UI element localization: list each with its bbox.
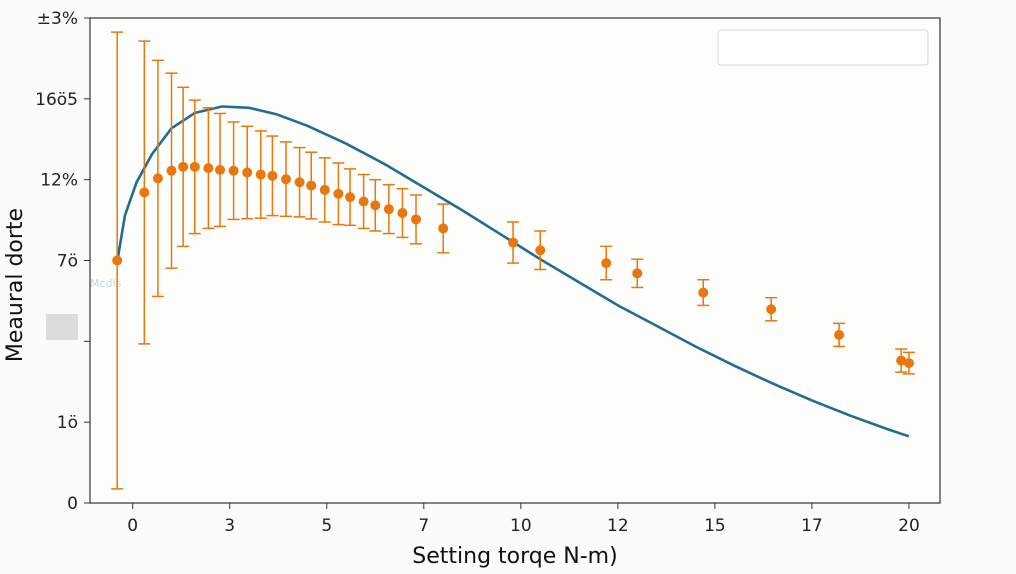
data-point: [189, 161, 200, 172]
ylabel-highlight-box: [46, 314, 78, 340]
data-point: [333, 188, 344, 199]
data-point: [632, 268, 643, 279]
data-point: [397, 208, 408, 219]
data-point: [411, 214, 422, 225]
x-tick-label: 20: [898, 516, 920, 536]
data-point: [358, 196, 369, 207]
data-point: [152, 173, 163, 184]
legend-box: [717, 29, 929, 66]
data-point: [228, 165, 239, 176]
x-tick-label: 5: [321, 516, 332, 536]
y-tick-label: 16ö5: [35, 90, 78, 110]
data-point: [508, 237, 519, 248]
x-tick-label: 15: [704, 516, 726, 536]
data-point: [896, 355, 907, 366]
data-point: [281, 174, 292, 185]
x-tick-label: 0: [127, 516, 138, 536]
data-point: [438, 223, 449, 234]
y-tick-label: ±3%: [37, 9, 78, 29]
x-tick-label: 3: [224, 516, 235, 536]
data-point: [306, 180, 317, 191]
data-point: [319, 184, 330, 195]
fit-line: [115, 105, 910, 438]
data-point: [698, 287, 709, 298]
data-point: [383, 204, 394, 215]
x-tick-label: 17: [801, 516, 823, 536]
y-ticks: 0 1ö 7ö 12% 16ö5 ±3%: [35, 9, 90, 514]
x-tick-label: 10: [510, 516, 532, 536]
y-tick-label: 12%: [40, 171, 78, 191]
data-point: [267, 170, 278, 181]
data-point: [535, 245, 546, 256]
data-point: [370, 200, 381, 211]
data-point: [139, 187, 150, 198]
x-axis-title: Setting torqe N-m): [412, 544, 617, 569]
y-tick-label: 0: [67, 494, 78, 514]
data-point: [294, 177, 305, 188]
y-tick-label: 1ö: [57, 413, 78, 433]
data-point: [112, 255, 123, 266]
data-point: [242, 167, 253, 178]
x-tick-label: 7: [418, 516, 429, 536]
y-axis-title: Meaural dorte: [3, 208, 28, 362]
data-point: [601, 258, 612, 269]
points-layer: [112, 161, 914, 369]
data-point: [834, 329, 845, 340]
y-tick-label: 7ö: [57, 252, 78, 272]
data-point: [215, 164, 226, 175]
data-point: [166, 165, 177, 176]
data-point: [345, 192, 356, 203]
x-ticks: 0 3 5 7 10 12 15 17 20: [127, 503, 920, 536]
faint-annotation: Mcdls: [90, 277, 122, 290]
data-point: [903, 358, 914, 369]
data-point: [255, 169, 266, 180]
data-point: [766, 304, 777, 315]
data-point: [178, 161, 189, 172]
fit-line-layer: [115, 105, 910, 438]
x-tick-label: 12: [607, 516, 629, 536]
plot-area: [89, 17, 941, 504]
data-point: [203, 163, 214, 174]
